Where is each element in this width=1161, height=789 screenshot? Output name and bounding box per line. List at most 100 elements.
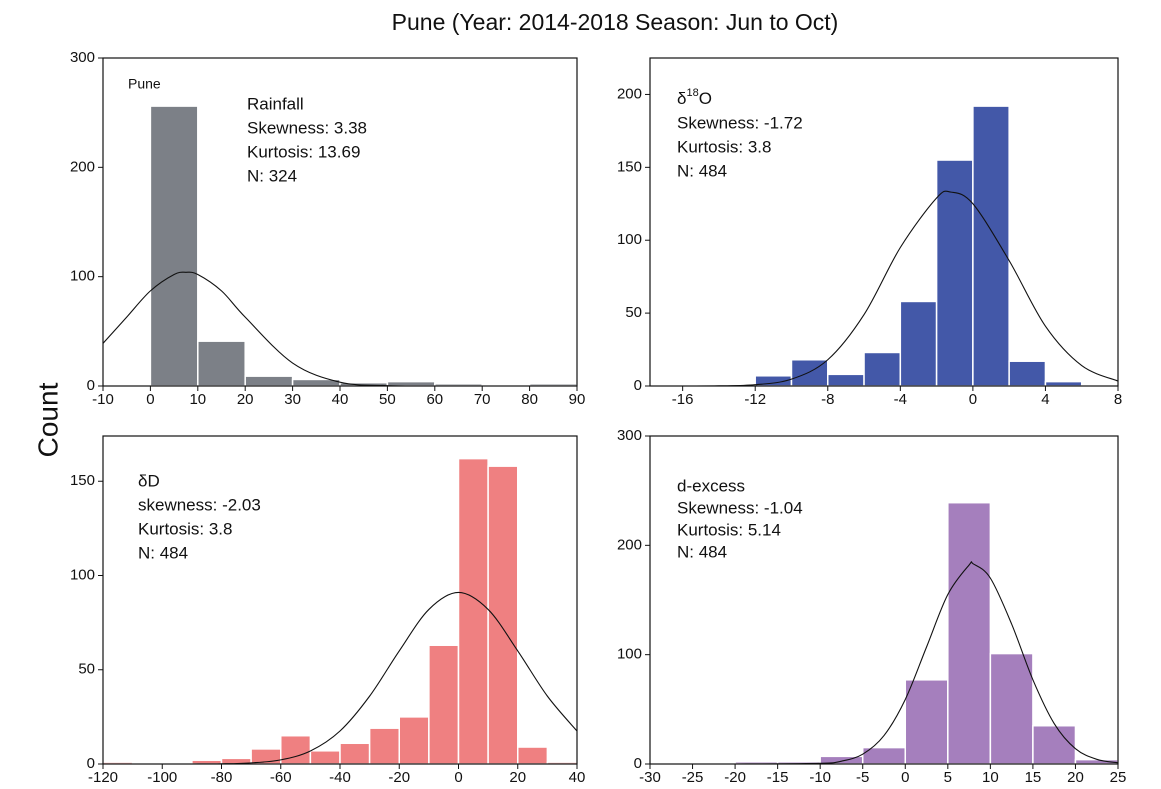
plot-frame	[649, 435, 1119, 765]
y-tick-label: 100	[70, 566, 95, 583]
x-tick-label: 40	[332, 391, 349, 408]
x-tick-label: -120	[88, 769, 118, 786]
bar	[339, 742, 371, 764]
panel-name: δD	[138, 471, 160, 490]
bar	[972, 105, 1010, 386]
stat-line: Kurtosis: 3.8	[677, 137, 772, 156]
x-tick-label: 20	[1067, 769, 1084, 786]
x-tick-label: 70	[474, 391, 491, 408]
plot-area	[650, 105, 1118, 386]
stat-line: skewness: -2.03	[138, 495, 261, 514]
x-tick-label: -10	[92, 391, 114, 408]
x-tick-label: -40	[329, 769, 351, 786]
y-tick-label: 0	[87, 755, 95, 772]
plot-area	[103, 457, 577, 764]
x-tick-label: 15	[1025, 769, 1042, 786]
y-tick-label: 150	[617, 158, 642, 175]
bar	[935, 159, 974, 386]
x-tick-label: 5	[944, 769, 952, 786]
x-tick-label: 0	[454, 769, 462, 786]
bar	[368, 727, 400, 764]
name-part: O	[699, 89, 712, 108]
normal-curve	[650, 561, 1118, 764]
stat-line: Skewness: -1.04	[677, 498, 803, 517]
y-tick-label: 0	[87, 377, 95, 394]
name-part: δ	[677, 89, 686, 108]
bar	[517, 746, 549, 764]
stat-line: N: 324	[247, 166, 297, 185]
x-tick-label: -25	[682, 769, 704, 786]
panel-note: Pune	[128, 76, 161, 92]
x-tick-label: -10	[809, 769, 831, 786]
x-tick-label: 40	[569, 769, 586, 786]
y-tick-label: 300	[617, 427, 642, 444]
y-tick-label: 200	[70, 158, 95, 175]
stat-line: Kurtosis: 3.8	[138, 519, 233, 538]
bar	[1080, 383, 1118, 386]
figure-title: Pune (Year: 2014-2018 Season: Jun to Oct…	[392, 9, 839, 35]
bar	[457, 457, 489, 764]
x-tick-label: -60	[270, 769, 292, 786]
x-tick-label: 20	[237, 391, 254, 408]
bar	[280, 734, 312, 764]
bar	[398, 716, 430, 764]
x-tick-label: -20	[388, 769, 410, 786]
stat-line: N: 484	[138, 543, 188, 562]
y-tick-label: 100	[617, 646, 642, 663]
bar	[904, 679, 949, 764]
stat-line: Skewness: -1.72	[677, 113, 803, 132]
x-tick-label: 60	[426, 391, 443, 408]
bar	[244, 375, 294, 386]
bar	[309, 750, 341, 764]
normal-curve	[103, 271, 577, 386]
bar	[827, 373, 865, 386]
x-tick-label: 25	[1110, 769, 1127, 786]
panel-name: d-excess	[677, 476, 745, 495]
x-tick-label: -16	[672, 391, 694, 408]
x-tick-label: 0	[146, 391, 154, 408]
x-tick-label: -20	[724, 769, 746, 786]
bar	[149, 105, 199, 386]
y-tick-label: 150	[70, 472, 95, 489]
x-tick-label: -8	[821, 391, 834, 408]
y-tick-label: 100	[617, 231, 642, 248]
stat-line: N: 484	[677, 542, 727, 561]
stat-line: N: 484	[677, 161, 727, 180]
stat-line: Skewness: 3.38	[247, 118, 367, 137]
bar	[863, 351, 902, 386]
bar	[899, 300, 938, 386]
x-tick-label: 8	[1114, 391, 1122, 408]
x-tick-label: 90	[569, 391, 586, 408]
y-tick-label: 300	[70, 49, 95, 66]
y-tick-label: 0	[634, 755, 642, 772]
bar	[1032, 724, 1077, 764]
bar	[1008, 360, 1047, 386]
x-tick-label: -30	[639, 769, 661, 786]
bar	[989, 652, 1034, 764]
x-tick-label: -12	[744, 391, 766, 408]
x-tick-label: -5	[856, 769, 869, 786]
stat-line: Kurtosis: 5.14	[677, 520, 781, 539]
plot-area	[103, 105, 577, 386]
x-tick-label: 80	[521, 391, 538, 408]
plot-frame	[649, 57, 1119, 387]
x-tick-label: 50	[379, 391, 396, 408]
x-tick-label: 30	[284, 391, 301, 408]
x-tick-label: 10	[189, 391, 206, 408]
x-tick-label: -4	[894, 391, 907, 408]
y-tick-label: 50	[78, 661, 95, 678]
stat-line: Kurtosis: 13.69	[247, 142, 360, 161]
panel-name: Rainfall	[247, 94, 304, 113]
y-tick-label: 50	[625, 304, 642, 321]
bar	[428, 644, 460, 764]
name-part: 18	[686, 87, 698, 99]
x-tick-label: 10	[982, 769, 999, 786]
normal-curve	[103, 591, 577, 764]
bar	[1044, 380, 1083, 386]
x-tick-label: 20	[509, 769, 526, 786]
y-tick-label: 200	[617, 85, 642, 102]
panel-name: δ18O	[677, 87, 712, 109]
x-tick-label: -100	[147, 769, 177, 786]
x-tick-label: -15	[767, 769, 789, 786]
